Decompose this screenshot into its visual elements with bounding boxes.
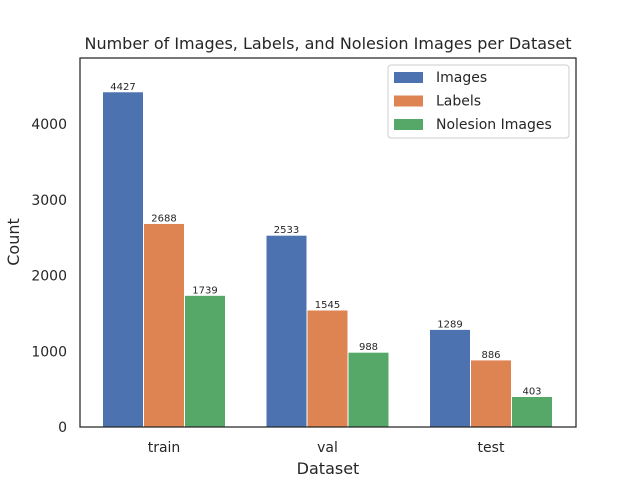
y-tick-label: 2000: [31, 269, 67, 285]
bar-value-label: 403: [522, 386, 541, 397]
bar-train-nolesion-images: [184, 294, 226, 428]
bar-value-label: 4427: [110, 82, 135, 93]
y-tick-label: 3000: [31, 193, 67, 209]
y-tick-label: 0: [58, 420, 67, 436]
bar-train-images: [102, 91, 144, 428]
y-tick-label: 1000: [31, 344, 67, 360]
x-axis-ticks: train val test: [148, 440, 505, 456]
legend-label: Images: [436, 70, 487, 86]
x-axis-label: Dataset: [297, 459, 360, 478]
bar-train-labels: [143, 222, 185, 428]
y-tick-label: 4000: [31, 117, 67, 133]
legend-swatch-labels: [394, 95, 423, 107]
legend-swatch-nolesion-images: [394, 119, 423, 130]
x-tick-label-test: test: [478, 440, 505, 456]
bars-layer: [102, 91, 553, 428]
bar-value-label: 1289: [437, 319, 462, 330]
bar-value-label: 1545: [315, 300, 340, 311]
legend: Images Labels Nolesion Images: [387, 64, 570, 139]
legend-swatch-images: [394, 72, 423, 83]
value-labels-layer: 4427 2688 1739 2533 1545 988 1289 886 403: [110, 82, 541, 398]
legend-box: [387, 64, 570, 139]
bar-value-label: 1739: [192, 285, 217, 296]
bar-value-label: 2533: [274, 225, 299, 236]
legend-items: Images Labels Nolesion Images: [394, 70, 552, 133]
x-tick-label-val: val: [317, 440, 338, 456]
bar-val-images: [265, 234, 308, 428]
legend-label: Labels: [436, 94, 481, 110]
legend-label: Nolesion Images: [436, 117, 552, 133]
y-axis-label: Count: [4, 218, 23, 266]
bar-test-nolesion-images: [511, 395, 553, 428]
bar-value-label: 886: [481, 350, 500, 361]
bar-test-images: [429, 328, 471, 428]
y-axis-ticks: 0 1000 2000 3000 4000: [31, 117, 67, 436]
bar-val-nolesion-images: [347, 351, 390, 428]
bar-test-labels: [470, 359, 512, 428]
bar-value-label: 2688: [151, 213, 176, 224]
chart-title: Number of Images, Labels, and Nolesion I…: [84, 34, 571, 53]
x-tick-label-train: train: [148, 440, 181, 456]
plot-frame: [79, 57, 577, 428]
bar-value-label: 988: [359, 342, 378, 353]
bar-val-labels: [306, 309, 349, 428]
